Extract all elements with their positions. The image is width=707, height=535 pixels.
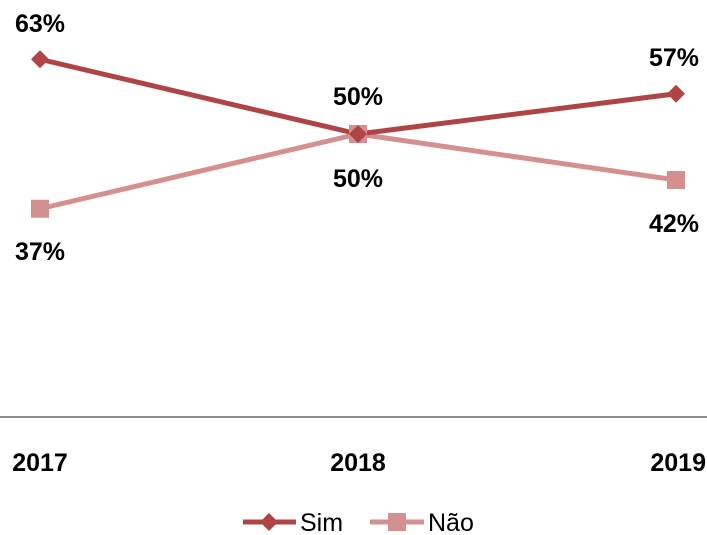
data-label-nao-2017: 37% <box>15 238 65 266</box>
data-label-nao-2019: 42% <box>649 210 699 238</box>
legend-label-sim: Sim <box>300 509 343 535</box>
legend: Sim Não <box>243 509 474 535</box>
x-tick-2018: 2018 <box>330 449 386 477</box>
data-label-sim-2019: 57% <box>649 44 699 72</box>
data-label-nao-2018: 50% <box>333 165 383 193</box>
legend-item-nao: Não <box>370 509 474 535</box>
sim-point-2017 <box>31 50 49 69</box>
legend-label-nao: Não <box>428 509 474 535</box>
sim-point-2018 <box>349 125 367 143</box>
legend-item-sim: Sim <box>243 509 343 535</box>
legend-marker-nao <box>388 513 406 531</box>
data-label-sim-2018: 50% <box>333 83 383 111</box>
legend-marker-sim <box>260 513 278 531</box>
data-labels: 63% 50% 57% 37% 50% 42% <box>15 10 699 266</box>
sim-point-2019 <box>667 84 685 103</box>
data-label-sim-2017: 63% <box>15 10 65 38</box>
x-tick-2017: 2017 <box>12 449 68 477</box>
nao-point-2019 <box>667 171 685 189</box>
x-tick-2019: 2019 <box>650 449 706 477</box>
series-layer <box>31 50 685 218</box>
x-tick-labels: 2017 2018 2019 <box>12 449 706 477</box>
nao-point-2017 <box>31 199 49 218</box>
